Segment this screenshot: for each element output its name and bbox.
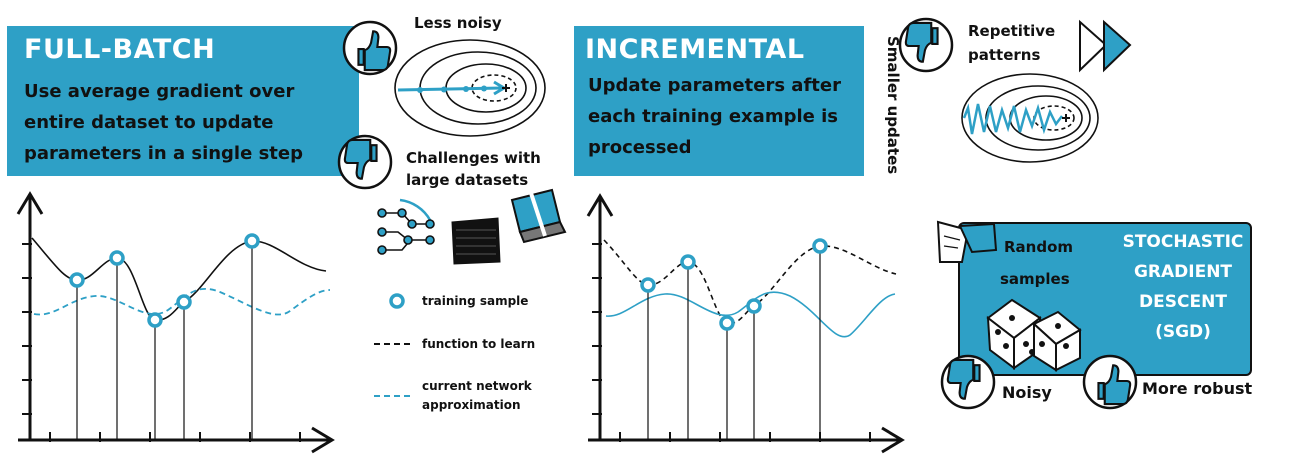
x-axis-left <box>18 426 335 454</box>
incremental-description-line-3: processed <box>588 137 692 158</box>
data-stack-icon <box>451 217 501 265</box>
dice-icon <box>986 298 1082 372</box>
legend-sample-icon <box>389 293 405 309</box>
full-batch-description-line-1: Use average gradient over <box>24 81 295 102</box>
smaller-updates-label: Smaller updates <box>884 36 902 175</box>
sample-point <box>147 312 163 328</box>
sgd-title-line-4: (SGD) <box>1155 322 1211 342</box>
network-icon <box>377 198 435 255</box>
less-noisy-label: Less noisy <box>414 14 502 32</box>
y-axis-left <box>16 191 44 440</box>
random-samples-label-line-2: samples <box>1000 270 1070 288</box>
legend-function-label: function to learn <box>422 337 536 351</box>
sample-point <box>69 272 85 288</box>
zigzag-contour-icon <box>961 73 1099 163</box>
sample-stems-middle <box>647 246 821 440</box>
sample-point <box>244 233 260 249</box>
sgd-title-line-3: DESCENT <box>1139 292 1227 312</box>
sample-stems-left <box>76 241 253 440</box>
full-batch-plot <box>16 191 335 454</box>
noisy-label: Noisy <box>1002 383 1052 402</box>
sgd-title-line-2: GRADIENT <box>1133 262 1233 282</box>
thumbs-up-icon <box>342 20 398 76</box>
more-robust-label: More robust <box>1142 379 1253 398</box>
fast-forward-icon <box>1079 19 1132 73</box>
incremental-description-line-1: Update parameters after <box>588 75 841 96</box>
sample-point <box>640 277 656 293</box>
thumbs-up-icon <box>1082 354 1138 410</box>
thumbs-down-icon <box>898 17 954 73</box>
challenges-label-line-2: large datasets <box>406 171 529 189</box>
sample-point <box>109 250 125 266</box>
full-batch-description-line-2: entire dataset to update <box>24 112 274 133</box>
computer-icon <box>510 188 567 244</box>
sample-point <box>719 315 735 331</box>
sample-point <box>176 294 192 310</box>
sample-point <box>746 298 762 314</box>
full-batch-description-line-3: parameters in a single step <box>24 143 303 164</box>
approximation-middle <box>605 291 896 338</box>
thumbs-down-icon <box>337 134 393 190</box>
challenges-label-line-1: Challenges with <box>406 149 541 167</box>
full-batch-box <box>7 26 359 176</box>
random-samples-icon <box>936 220 998 263</box>
sample-point <box>680 254 696 270</box>
legend-sample-label: training sample <box>422 294 529 308</box>
contour-plot-icon <box>394 39 546 137</box>
thumbs-down-icon <box>940 354 996 410</box>
incremental-description-line-2: each training example is <box>588 106 838 127</box>
incremental-plot <box>586 193 905 454</box>
x-axis-middle <box>588 426 905 454</box>
sgd-title-line-1: STOCHASTIC <box>1122 232 1244 252</box>
y-axis-middle <box>586 193 614 440</box>
random-samples-label-line-1: Random <box>1004 238 1074 256</box>
incremental-title: INCREMENTAL <box>585 34 805 65</box>
approximation-left <box>33 287 331 316</box>
full-batch-title: FULL-BATCH <box>24 34 216 65</box>
sample-point <box>812 238 828 254</box>
legend-approx-label-line-1: current network <box>422 379 532 393</box>
repetitive-label-line-1: Repetitive <box>968 22 1056 40</box>
legend-approx-label-line-2: approximation <box>422 398 521 412</box>
repetitive-label-line-2: patterns <box>968 46 1041 64</box>
incremental-box <box>574 26 864 176</box>
